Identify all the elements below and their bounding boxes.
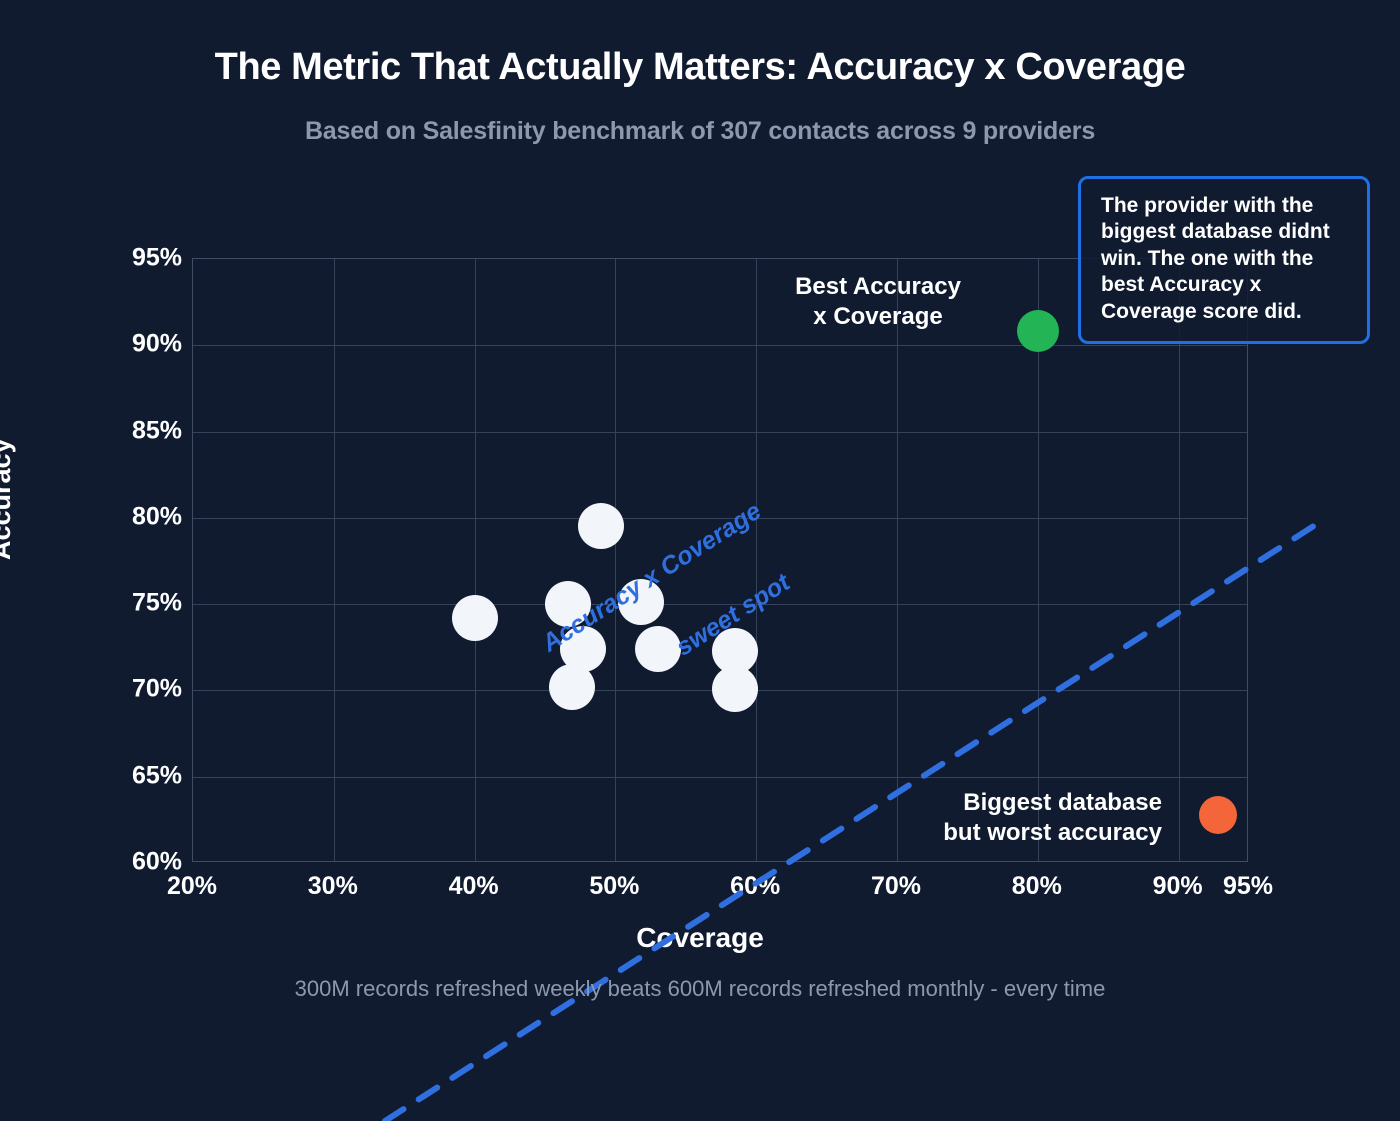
gridline-vertical: [474, 259, 476, 861]
gridline-vertical: [333, 259, 335, 861]
gridline-horizontal: [193, 517, 1247, 519]
x-axis-tick: 60%: [730, 872, 781, 900]
x-axis-tick: 80%: [1011, 872, 1062, 900]
y-axis-tick: 85%: [131, 416, 182, 445]
scatter-point[interactable]: [634, 626, 681, 672]
scatter-point[interactable]: [578, 503, 625, 550]
x-axis-tick: 40%: [448, 872, 499, 900]
x-axis-tick: 50%: [589, 872, 640, 900]
annotation-worst-accuracy: Biggest database but worst accuracy: [862, 788, 1162, 848]
scatter-point[interactable]: [712, 665, 759, 712]
scatter-point[interactable]: [1199, 795, 1238, 834]
scatter-point[interactable]: [1016, 310, 1059, 353]
annotation-best-line2: x Coverage: [813, 303, 943, 330]
y-axis-tick: 80%: [131, 502, 182, 531]
gridline-vertical: [615, 259, 617, 861]
annotation-best-accuracy: Best Accuracy x Coverage: [778, 272, 978, 332]
annotation-worst-line1: Biggest database: [963, 789, 1162, 816]
x-axis-tick: 95%: [1222, 872, 1274, 900]
scatter-point[interactable]: [617, 579, 664, 626]
annotation-best-line1: Best Accuracy: [795, 273, 961, 300]
y-axis-tick: 90%: [131, 329, 182, 358]
gridline-vertical: [1178, 259, 1180, 861]
y-axis-tick: 75%: [131, 588, 182, 617]
footer-note: 300M records refreshed weekly beats 600M…: [294, 976, 1106, 1001]
gridline-horizontal: [193, 776, 1247, 778]
chart-subtitle: Based on Salesfinity benchmark of 307 co…: [304, 117, 1096, 145]
gridline-vertical: [756, 259, 758, 861]
y-axis-tick: 65%: [131, 761, 182, 790]
scatter-point[interactable]: [548, 663, 595, 710]
gridline-horizontal: [193, 431, 1247, 433]
page-title: The Metric That Actually Matters: Accura…: [214, 46, 1186, 88]
y-axis-tick: 95%: [131, 243, 182, 272]
gridline-horizontal: [193, 345, 1247, 347]
plot-area: [192, 258, 1318, 1121]
callout-box: The provider with the biggest database d…: [1078, 176, 1370, 345]
y-axis-title: Accuracy: [0, 438, 16, 560]
y-axis-tick: 60%: [131, 847, 182, 876]
x-axis-tick: 30%: [307, 872, 358, 900]
x-axis-tick: 20%: [166, 872, 218, 900]
x-axis-tick: 70%: [870, 872, 922, 900]
scatter-point[interactable]: [544, 581, 591, 628]
x-axis-tick: 90%: [1152, 872, 1203, 900]
gridline-vertical: [897, 259, 898, 861]
x-axis-title: Coverage: [636, 922, 764, 953]
chart-root: The Metric That Actually Matters: Accura…: [0, 46, 1370, 1121]
y-axis-tick: 70%: [131, 674, 182, 703]
annotation-worst-line2: but worst accuracy: [943, 819, 1162, 846]
scatter-point[interactable]: [451, 594, 498, 641]
